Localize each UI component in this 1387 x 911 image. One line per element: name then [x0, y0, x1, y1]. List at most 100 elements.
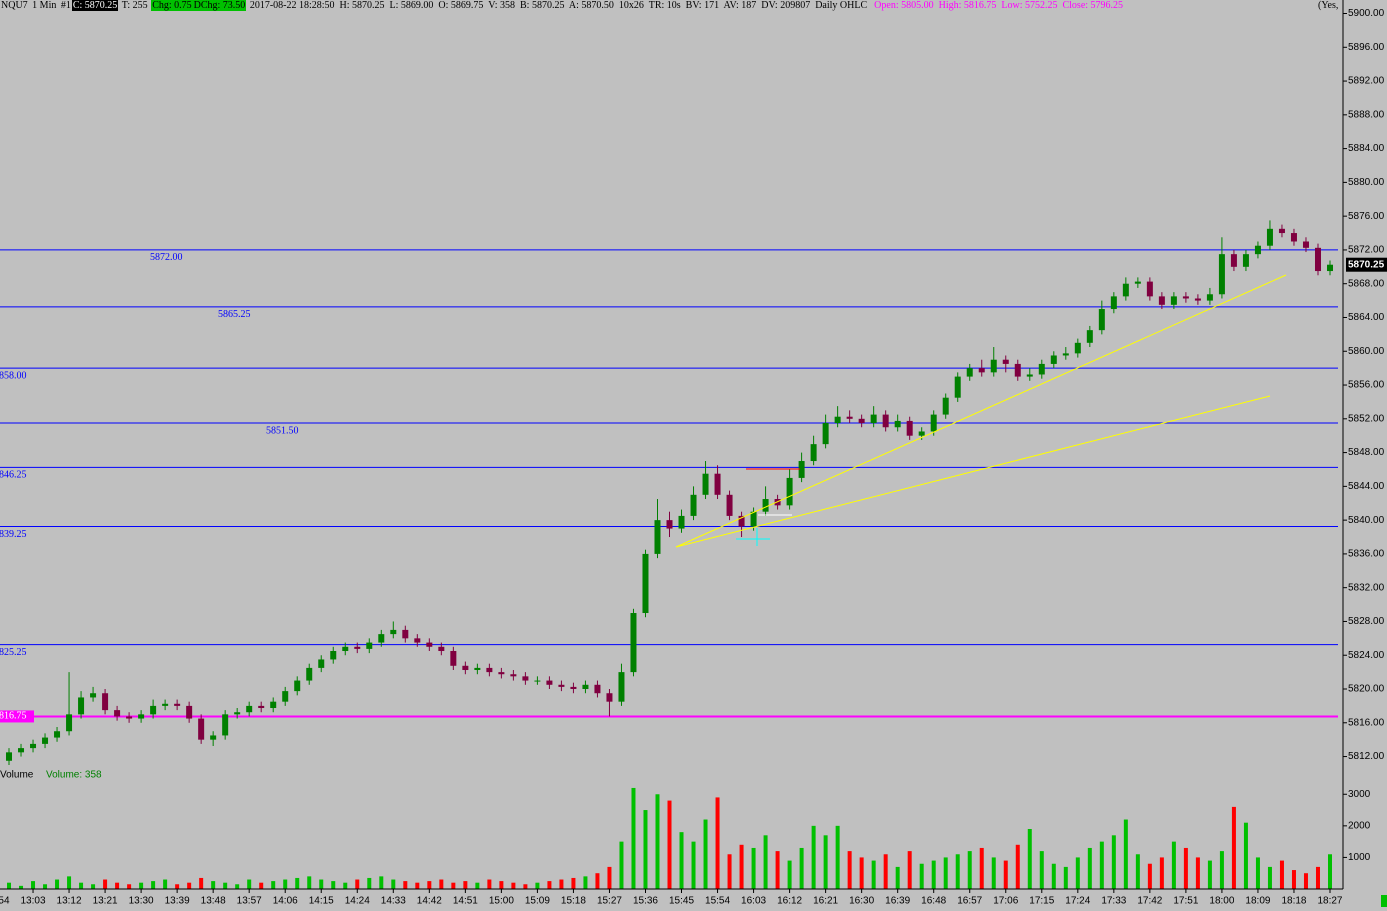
candle-body: [1230, 254, 1237, 267]
candle-body: [1002, 359, 1009, 364]
candle-body: [1170, 296, 1177, 305]
candle-body: [342, 646, 349, 652]
volume-bar: [331, 881, 336, 889]
candle-body: [678, 515, 685, 529]
volume-bar: [511, 882, 516, 889]
x-tick-label: 16:39: [885, 896, 910, 907]
yesterday: (Yes,: [1318, 0, 1339, 11]
volume-bar: [1255, 857, 1260, 889]
y-tick-label: 5852.00: [1348, 413, 1385, 424]
y-tick-label: 5848.00: [1348, 447, 1385, 458]
volume-bar: [439, 879, 444, 889]
volume-bar: [31, 881, 36, 889]
x-tick-label: 13:39: [165, 896, 190, 907]
volume-bar: [259, 882, 264, 889]
candle-body: [6, 752, 13, 761]
volume-bar: [667, 800, 672, 889]
volume-bar: [991, 857, 996, 889]
candle-body: [1266, 228, 1273, 246]
volume-bar: [223, 882, 228, 889]
candle-body: [978, 368, 985, 373]
volume-bar: [919, 863, 924, 889]
volume-label: Volume: 358: [46, 770, 102, 781]
candle-body: [114, 710, 121, 717]
x-tick-label: 18:09: [1245, 896, 1270, 907]
candle-body: [1218, 254, 1225, 295]
candle-body: [30, 743, 37, 749]
volume-bar: [391, 879, 396, 889]
candle-body: [1290, 233, 1297, 242]
volume-bar: [67, 876, 72, 889]
x-tick-label: 16:30: [849, 896, 874, 907]
candle-body: [414, 638, 421, 643]
x-tick-label: 17:24: [1065, 896, 1090, 907]
candle-body: [270, 701, 277, 709]
volume-bar: [1027, 829, 1032, 889]
candle-body: [462, 665, 469, 671]
volume-bar: [91, 884, 96, 889]
candle-body: [162, 703, 169, 706]
candle-body: [1014, 363, 1021, 377]
volume-bar: [739, 844, 744, 889]
candle-body: [330, 651, 337, 660]
status-indicator: [1381, 895, 1387, 907]
candle-body: [378, 634, 385, 643]
volume-bar: [655, 794, 660, 889]
volume-bar: [427, 881, 432, 889]
level-label-box: [0, 710, 34, 723]
volume-bar: [1327, 854, 1332, 889]
volume-bar: [607, 866, 612, 889]
candle-body: [990, 359, 997, 373]
volume-bar: [895, 866, 900, 889]
x-tick-label: 16:57: [957, 896, 982, 907]
y-tick-label: 5884.00: [1348, 143, 1385, 154]
x-tick-label: 17:42: [1137, 896, 1162, 907]
candle-body: [258, 705, 265, 709]
candle-body: [762, 499, 769, 512]
candle-body: [1182, 296, 1189, 299]
volume-bar: [307, 876, 312, 889]
candle-body: [942, 397, 949, 415]
x-tick-label: 14:51: [453, 896, 478, 907]
last-price-label: 5870.25: [1348, 259, 1385, 270]
candle-body: [1134, 281, 1141, 284]
x-tick-label: 14:42: [417, 896, 442, 907]
level-label: 5872.00: [150, 252, 183, 263]
volume-bar: [943, 857, 948, 889]
symbol: NQU7: [1, 0, 28, 11]
close-box: C: 5870.25: [71, 0, 119, 11]
candle-body: [534, 680, 541, 682]
volume-bar: [931, 860, 936, 889]
volume-bar: [283, 879, 288, 889]
volume-bar: [643, 810, 648, 889]
x-tick-label: 16:12: [777, 896, 802, 907]
candle-body: [510, 674, 517, 677]
candle-body: [210, 735, 217, 740]
volume-bar: [751, 847, 756, 889]
candle-body: [426, 642, 433, 647]
candle-body: [354, 646, 361, 649]
x-tick-label: 12:54: [0, 896, 10, 907]
candle-body: [870, 414, 877, 424]
candle-body: [1194, 298, 1201, 301]
volume-bar: [727, 854, 732, 889]
level-label: 5846.25: [0, 470, 27, 481]
candle-body: [1242, 254, 1249, 267]
volume-bar: [979, 847, 984, 889]
candle-body: [1086, 330, 1093, 343]
volume-bar: [907, 851, 912, 889]
y-tick-label: 5896.00: [1348, 42, 1385, 53]
volume-bar: [295, 877, 300, 889]
y-tick-label: 5872.00: [1348, 245, 1385, 256]
trend-line: [675, 274, 1287, 548]
candle-body: [498, 672, 505, 675]
candle-body: [810, 444, 817, 462]
volume-bar: [1183, 847, 1188, 889]
volume-bar: [691, 841, 696, 889]
volume-bar: [319, 879, 324, 889]
volume-bar: [847, 851, 852, 889]
